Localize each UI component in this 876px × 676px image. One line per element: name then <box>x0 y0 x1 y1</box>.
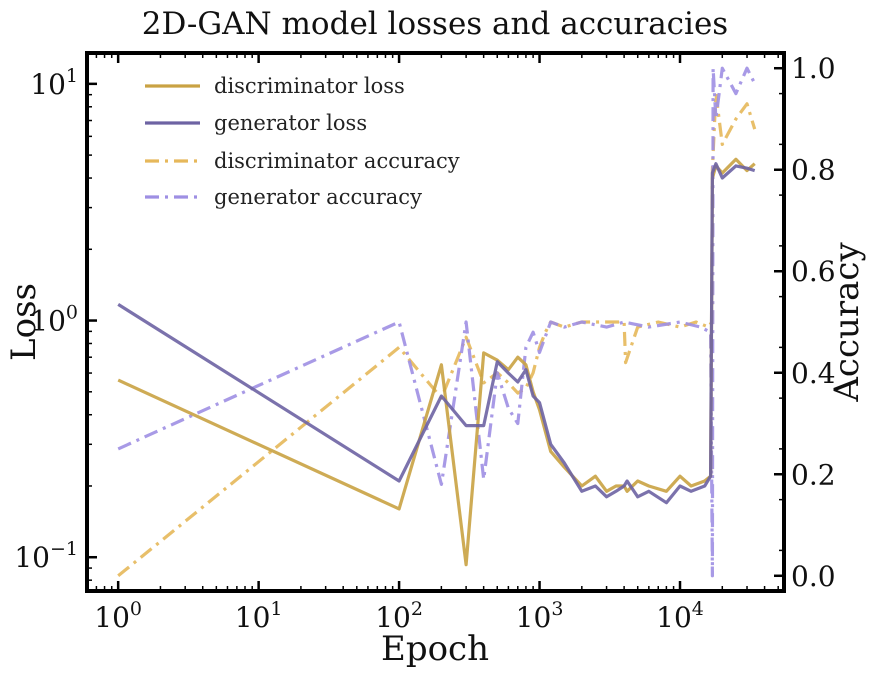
series-line-generator-loss <box>117 162 756 505</box>
x-tick-label: 103 <box>516 598 564 634</box>
y-right-tick-label: 0.2 <box>791 458 836 491</box>
x-tick-label: 100 <box>94 598 142 634</box>
y-left-tick-label: 10−1 <box>14 538 78 574</box>
plot-frame <box>85 51 786 593</box>
y-right-tick-label: 0.8 <box>791 154 836 187</box>
series-layer <box>117 66 757 578</box>
series-line-generator-accuracy <box>117 66 757 578</box>
x-tick-label: 101 <box>235 598 283 634</box>
legend-label: generator accuracy <box>214 185 422 209</box>
x-axis-label: Epoch <box>381 629 489 669</box>
x-tick-label: 104 <box>656 598 704 634</box>
series-line-discriminator-loss <box>117 157 756 567</box>
x-tick-label: 102 <box>375 598 423 634</box>
y-left-tick-label: 101 <box>30 65 78 101</box>
y-right-tick-label: 0.0 <box>791 560 836 593</box>
legend-label: discriminator loss <box>214 74 405 98</box>
legend: discriminator loss generator loss discrimi… <box>145 74 460 209</box>
y-axis-label-right: Accuracy <box>827 242 867 403</box>
y-left-tick-label: 100 <box>30 302 78 338</box>
y-right-tick-label: 0.6 <box>791 255 836 288</box>
chart-title: 2D-GAN model losses and accuracies <box>142 6 728 42</box>
ticks-layer: 100 101 102 103 104 10−1 100 101 0.0 0.2 0.4 0.6 0.8… <box>14 52 835 634</box>
y-right-tick-label: 1.0 <box>791 52 836 85</box>
y-right-tick-label: 0.4 <box>791 357 836 390</box>
legend-label: discriminator accuracy <box>214 149 460 173</box>
y-axis-label-left: Loss <box>4 283 44 361</box>
legend-label: generator loss <box>214 111 367 135</box>
